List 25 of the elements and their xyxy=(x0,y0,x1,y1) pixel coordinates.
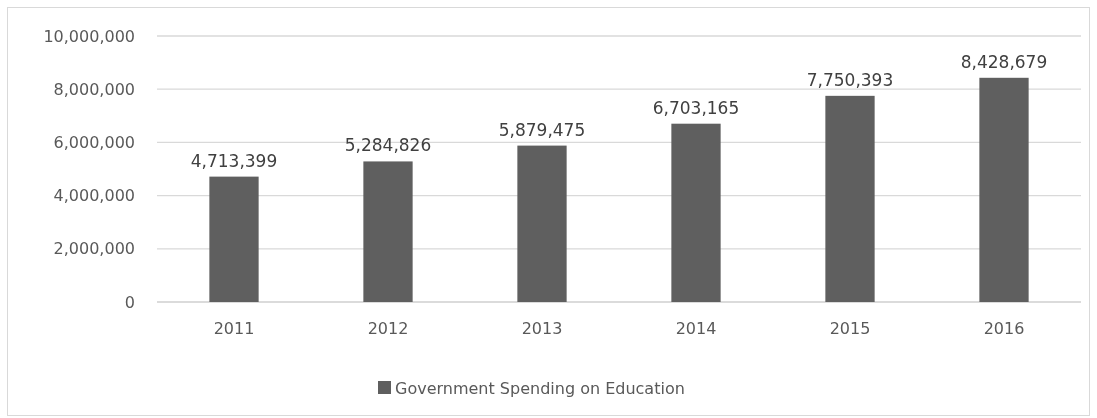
bar xyxy=(825,95,875,302)
data-label: 7,750,393 xyxy=(806,69,894,90)
x-tick-label: 2012 xyxy=(367,319,409,338)
x-tick-label: 2011 xyxy=(213,319,255,338)
y-tick-label: 2,000,000 xyxy=(53,239,135,259)
bar xyxy=(209,176,259,302)
y-tick-label: 8,000,000 xyxy=(53,79,135,99)
x-tick-label: 2014 xyxy=(675,319,717,338)
bar xyxy=(979,77,1029,302)
data-label: 5,284,826 xyxy=(344,135,432,156)
legend-label: Government Spending on Education xyxy=(395,378,685,398)
x-tick-label: 2015 xyxy=(829,319,871,338)
data-label: 8,428,679 xyxy=(960,51,1048,72)
y-tick-label: 4,000,000 xyxy=(53,186,135,206)
data-label: 4,713,399 xyxy=(190,150,278,171)
bar xyxy=(517,145,567,302)
y-tick-label: 10,000,000 xyxy=(43,26,135,46)
x-tick-label: 2016 xyxy=(983,319,1025,338)
data-label: 6,703,165 xyxy=(652,97,740,118)
bar xyxy=(363,161,413,302)
y-tick-label: 6,000,000 xyxy=(53,133,135,152)
y-tick-label: 0 xyxy=(124,292,135,312)
x-tick-label: 2013 xyxy=(521,319,563,338)
bar xyxy=(671,123,721,302)
data-label: 5,879,475 xyxy=(498,119,586,140)
